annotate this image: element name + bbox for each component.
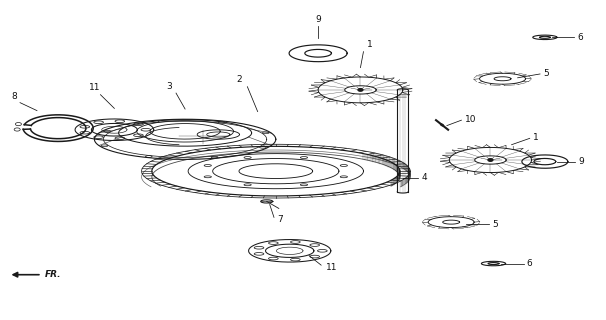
Text: 11: 11 — [326, 263, 338, 272]
Text: 8: 8 — [11, 92, 17, 101]
Text: 9: 9 — [578, 157, 584, 166]
Circle shape — [358, 89, 363, 91]
Text: 1: 1 — [367, 40, 372, 49]
Circle shape — [488, 159, 493, 161]
Text: 2: 2 — [237, 75, 242, 84]
Text: FR.: FR. — [45, 270, 61, 279]
Text: 3: 3 — [166, 82, 171, 91]
Text: 4: 4 — [422, 173, 427, 182]
Text: 5: 5 — [543, 68, 549, 77]
Text: 5: 5 — [492, 220, 498, 229]
Text: 10: 10 — [465, 115, 476, 124]
Text: 6: 6 — [577, 33, 582, 42]
Text: 11: 11 — [88, 84, 100, 92]
Text: 6: 6 — [527, 259, 533, 268]
Text: 9: 9 — [315, 15, 321, 24]
Text: 7: 7 — [278, 215, 284, 224]
Text: 1: 1 — [533, 133, 539, 142]
